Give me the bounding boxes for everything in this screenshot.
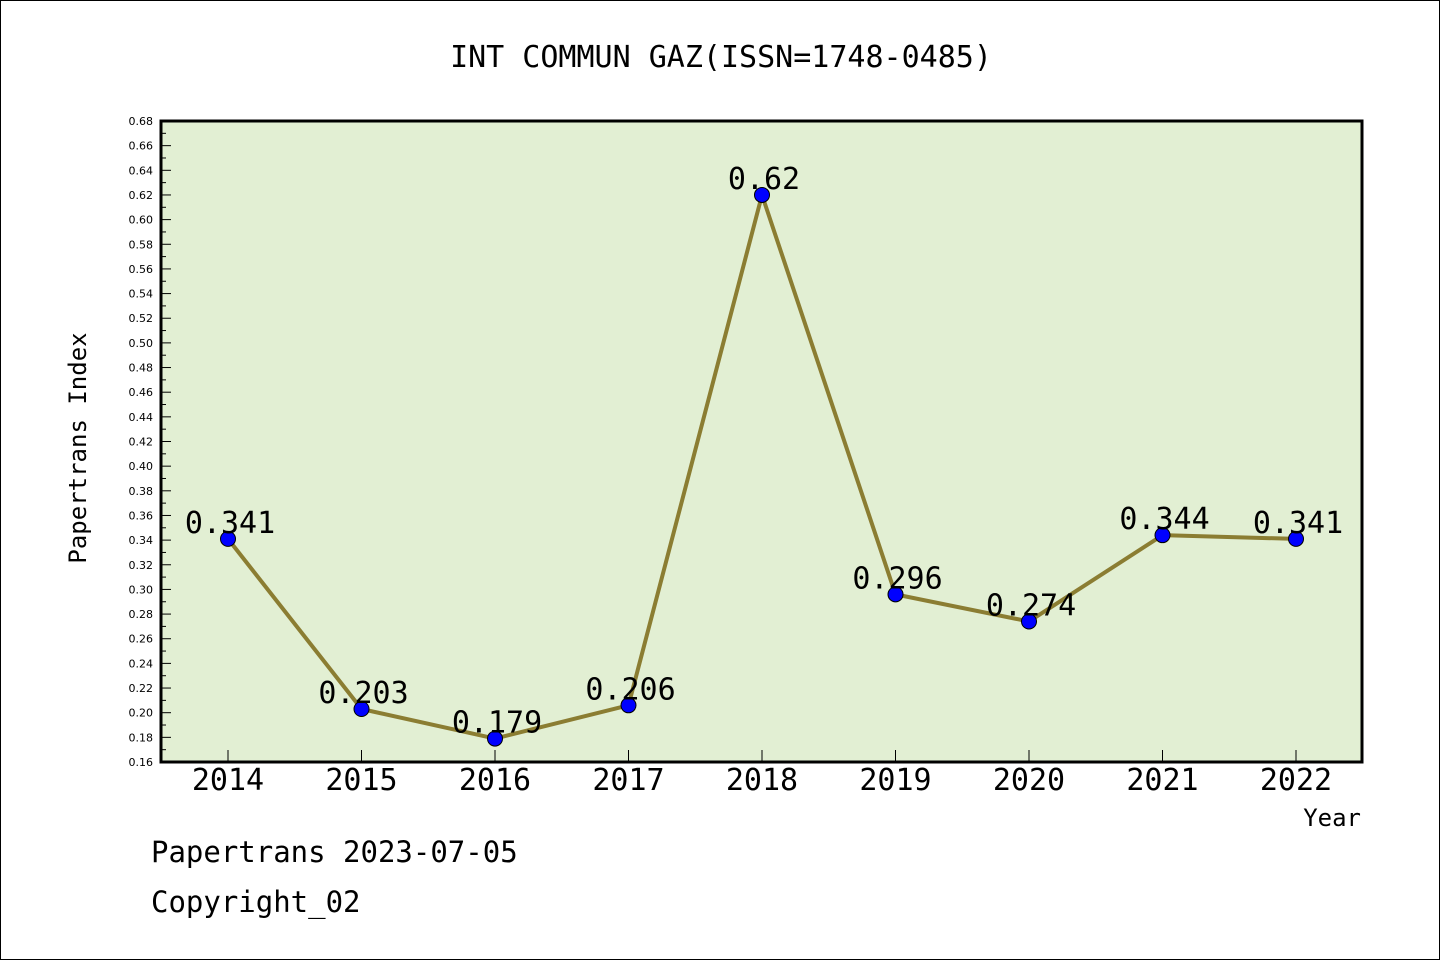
y-axis: 0.16 0.18 0.20 0.22 0.24 0.26 0.28 0.30 0.32 0.34… xyxy=(129,115,171,769)
footer-date-text: Papertrans 2023-07-05 xyxy=(151,835,518,869)
data-point xyxy=(754,186,770,203)
y-tick-label: 0.42 xyxy=(129,436,154,449)
x-tick-label: 2016 xyxy=(459,763,531,798)
y-tick-label: 0.46 xyxy=(129,386,154,399)
data-label: 0.341 xyxy=(1253,506,1343,541)
y-tick-label: 0.32 xyxy=(129,559,154,572)
y-tick-label: 0.30 xyxy=(129,583,154,596)
x-tick-label: 2014 xyxy=(192,763,264,798)
y-tick-label: 0.34 xyxy=(129,534,154,547)
data-point xyxy=(220,530,236,547)
data-label: 0.179 xyxy=(452,706,542,741)
data-label: 0.344 xyxy=(1119,502,1209,537)
x-tick-label: 2022 xyxy=(1260,763,1332,798)
chart-title: INT COMMUN GAZ(ISSN=1748-0485) xyxy=(450,40,992,75)
x-tick-label: 2018 xyxy=(726,763,798,798)
x-tick-label: 2015 xyxy=(325,763,397,798)
y-tick-label: 0.40 xyxy=(129,460,154,473)
x-tick-label: 2017 xyxy=(592,763,664,798)
y-tick-label: 0.16 xyxy=(129,756,154,769)
data-label: 0.341 xyxy=(185,506,275,541)
x-axis: 2014 2015 2016 2017 2018 2019 2020 2021 2022 xyxy=(192,750,1332,798)
data-point xyxy=(1154,527,1171,544)
x-tick-label: 2019 xyxy=(859,763,931,798)
y-tick-label: 0.52 xyxy=(129,312,154,325)
y-tick-label: 0.18 xyxy=(129,731,154,744)
data-label: 0.206 xyxy=(585,672,675,707)
data-label: 0.274 xyxy=(986,588,1076,623)
y-tick-label: 0.36 xyxy=(129,509,154,522)
y-tick-label: 0.28 xyxy=(129,608,154,621)
data-point xyxy=(1288,530,1304,547)
data-label: 0.203 xyxy=(318,676,408,711)
data-label: 0.62 xyxy=(728,162,800,197)
data-point xyxy=(887,586,904,603)
data-point xyxy=(620,697,637,714)
y-tick-label: 0.22 xyxy=(129,682,154,695)
y-tick-label: 0.60 xyxy=(129,214,154,227)
data-series: 0.341 0.203 0.179 0.206 0.62 0.296 0.274 0.344 0… xyxy=(185,162,1343,747)
x-tick-label: 2021 xyxy=(1126,763,1198,798)
data-point xyxy=(353,700,370,717)
y-tick-label: 0.62 xyxy=(129,189,154,202)
y-tick-label: 0.56 xyxy=(129,263,154,276)
y-tick-label: 0.58 xyxy=(129,238,154,251)
footer-copyright-text: Copyright_02 xyxy=(151,885,361,919)
data-point xyxy=(1021,613,1037,630)
y-tick-label: 0.44 xyxy=(129,411,154,424)
y-tick-label: 0.48 xyxy=(129,362,154,375)
y-tick-label: 0.26 xyxy=(129,633,154,646)
plot-area xyxy=(159,119,1364,764)
y-tick-label: 0.66 xyxy=(129,140,154,153)
data-point xyxy=(487,730,503,747)
y-tick-label: 0.64 xyxy=(129,164,154,177)
y-tick-label: 0.38 xyxy=(129,485,154,498)
y-tick-label: 0.68 xyxy=(129,115,154,128)
y-axis-label: Papertrans Index xyxy=(64,332,92,563)
y-tick-label: 0.20 xyxy=(129,707,154,720)
y-tick-label: 0.54 xyxy=(129,288,154,301)
y-tick-label: 0.24 xyxy=(129,657,154,670)
x-tick-label: 2020 xyxy=(993,763,1065,798)
data-label: 0.296 xyxy=(852,561,942,596)
x-axis-label: Year xyxy=(1303,804,1361,832)
y-tick-label: 0.50 xyxy=(129,337,154,350)
